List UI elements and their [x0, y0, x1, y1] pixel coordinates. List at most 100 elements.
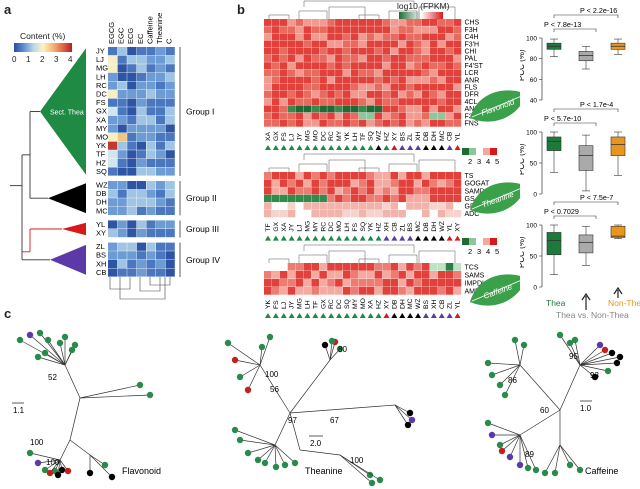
heatmap-b-cell — [279, 112, 288, 120]
tree-tip — [556, 331, 564, 339]
tree-branch — [491, 364, 521, 376]
group-marker-triangle — [272, 145, 279, 150]
heatmap-a-cell — [146, 141, 156, 150]
heatmap-b-cell — [390, 55, 398, 62]
heatmap-b-cell — [429, 91, 438, 98]
heatmap-b-cell — [350, 271, 359, 279]
heatmap-b-cell — [406, 287, 414, 295]
heatmap-b-cell — [295, 279, 304, 287]
gene-label: LCR — [465, 70, 479, 77]
tree-tip — [266, 333, 274, 341]
tree-tip — [56, 339, 64, 347]
group-marker-triangle — [438, 313, 445, 318]
heatmap-b-cell — [445, 33, 454, 41]
section-label: Sect. Thea — [50, 110, 84, 117]
sample-label: RC — [320, 222, 327, 232]
heatmap-b-cell — [390, 76, 398, 84]
heatmap-a-cell — [117, 158, 127, 167]
group-label: Group I — [186, 107, 214, 117]
heatmap-a-cell — [136, 98, 146, 107]
heatmap-b-cell — [453, 202, 462, 210]
heatmap-b-cell — [279, 83, 288, 91]
heatmap-b-cell — [343, 279, 351, 287]
group-marker-triangle — [367, 313, 374, 318]
heatmap-b-cell — [358, 287, 367, 295]
heatmap-b-cell — [295, 62, 304, 70]
tree-tip — [236, 436, 244, 444]
heatmap-b-cell — [264, 76, 272, 84]
species-label: FS — [96, 98, 106, 107]
group-marker-triangle — [328, 235, 335, 241]
tree-branch — [519, 409, 561, 436]
heatmap-a-cell — [156, 90, 166, 99]
heatmap-b-cell — [335, 187, 343, 195]
heatmap-b-cell — [406, 47, 414, 55]
heatmap-a-cell — [117, 90, 127, 99]
group-marker-triangle — [336, 313, 343, 318]
species-label: XA — [96, 115, 106, 124]
heatmap-b-cell — [335, 47, 343, 55]
group-marker-triangle — [288, 145, 295, 150]
row-dendrogram — [303, 244, 415, 253]
axis-tick-label: 100 — [526, 223, 537, 230]
heatmap-a-cell — [127, 150, 137, 159]
heatmap-b-cell — [406, 112, 414, 120]
legend-thea: Thea — [546, 298, 566, 308]
group-marker-triangle — [304, 235, 311, 241]
group-marker-triangle — [280, 313, 287, 318]
heatmap-b-cell — [264, 98, 272, 106]
sample-label: YK — [368, 222, 375, 232]
heatmap-b-cell — [327, 47, 335, 55]
heatmap-b-cell — [414, 55, 422, 62]
heatmap-b-cell — [445, 172, 454, 180]
heatmap-b-cell — [366, 83, 375, 91]
heatmap-b-cell — [390, 187, 398, 195]
heatmap-b-cell — [453, 33, 462, 41]
tree-branch — [64, 364, 81, 399]
row-dendrogram — [298, 254, 328, 263]
heatmap-b-cell — [414, 19, 422, 26]
heatmap-b-cell — [311, 19, 319, 26]
heatmap-b-cell — [335, 33, 343, 41]
heatmap-b-cell — [398, 179, 406, 187]
heatmap-b-cell — [453, 98, 462, 106]
gene-label: 4CL — [465, 99, 478, 106]
heatmap-a-cell — [127, 158, 137, 167]
sample-label: ZL — [399, 223, 406, 231]
heatmap-a-cell — [165, 72, 175, 81]
tree-branch — [514, 339, 521, 366]
heatmap-b-cell — [343, 69, 351, 77]
row-dendrogram — [268, 14, 290, 19]
colorbar-a-tick: 3 — [54, 55, 59, 64]
heatmap-b-cell — [437, 179, 446, 187]
heatmap-b-cell — [437, 210, 446, 218]
tree-tip — [496, 381, 504, 389]
tree-tip — [608, 349, 616, 357]
heatmap-a-cell — [165, 55, 175, 64]
heatmap-b-cell — [358, 279, 367, 287]
gene-label: F3H — [465, 27, 478, 34]
heatmap-b-cell — [398, 40, 406, 48]
heatmap-b-cell — [422, 179, 430, 187]
heatmap-b-cell — [311, 98, 319, 106]
group-marker-triangle — [415, 145, 422, 150]
tree-tip — [498, 447, 506, 455]
group-marker-triangle — [407, 145, 414, 150]
heatmap-b-cell — [343, 91, 351, 98]
row-dendrogram — [303, 153, 415, 162]
group-marker-triangle — [430, 313, 437, 318]
group-marker-triangle — [320, 235, 327, 241]
tree-branch — [544, 444, 561, 474]
heatmap-b-cell — [374, 105, 383, 113]
heatmap-a-cell — [108, 150, 118, 159]
sample-label: XH — [431, 299, 438, 309]
heatmap-b-cell — [429, 55, 438, 62]
sample-label: LJ — [281, 302, 288, 309]
heatmap-a-cell — [165, 90, 175, 99]
sample-label: XY — [391, 131, 398, 141]
heatmap-b-cell — [295, 287, 304, 295]
heatmap-b-cell — [350, 26, 359, 34]
tree-branch — [289, 359, 331, 414]
heatmap-a-cell — [136, 229, 146, 238]
group-marker-triangle — [454, 313, 461, 318]
